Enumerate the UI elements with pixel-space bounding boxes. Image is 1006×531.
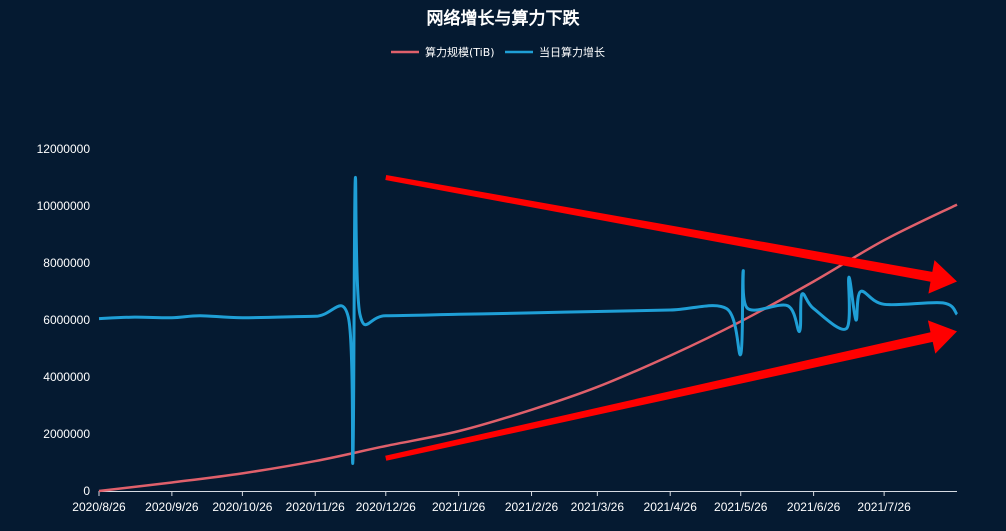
series-line-daily-growth <box>98 175 959 466</box>
x-tick-label: 2021/3/26 <box>571 500 625 514</box>
y-tick-label: 8000000 <box>43 256 90 270</box>
annotation-layer <box>385 175 957 461</box>
y-tick-label: 10000000 <box>37 199 91 213</box>
x-tick-label: 2021/6/26 <box>787 500 841 514</box>
legend: 算力规模(TiB) 当日算力增长 <box>391 45 605 59</box>
x-tick-label: 2020/8/26 <box>72 500 126 514</box>
y-tick-label: 6000000 <box>43 313 90 327</box>
y-tick-label: 2000000 <box>43 427 90 441</box>
x-tick-label: 2020/11/26 <box>286 500 345 514</box>
series-layer <box>98 175 959 493</box>
x-tick-label: 2020/12/26 <box>356 500 416 514</box>
x-tick-label: 2020/10/26 <box>212 500 272 514</box>
legend-label-daily-growth: 当日算力增长 <box>539 45 605 59</box>
arrow-down-right <box>385 175 957 294</box>
x-axis: 2020/8/26 2020/9/26 2020/10/26 2020/11/26 20… <box>72 491 957 514</box>
series-line-hashrate <box>98 203 958 493</box>
y-tick-label: 4000000 <box>43 370 90 384</box>
y-tick-label: 12000000 <box>37 142 91 156</box>
legend-label-hashrate: 算力规模(TiB) <box>425 45 495 59</box>
x-tick-label: 2021/5/26 <box>714 500 768 514</box>
x-tick-label: 2020/9/26 <box>145 500 199 514</box>
x-tick-label: 2021/1/26 <box>432 500 486 514</box>
arrow-up-right <box>385 320 957 461</box>
x-tick-label: 2021/7/26 <box>857 500 911 514</box>
y-tick-label: 0 <box>83 484 90 498</box>
chart-title: 网络增长与算力下跌 <box>427 8 581 29</box>
x-tick-label: 2021/4/26 <box>644 500 698 514</box>
x-tick-label: 2021/2/26 <box>505 500 559 514</box>
y-axis-ticks: 0 2000000 4000000 6000000 8000000 10000000 120… <box>37 142 91 498</box>
